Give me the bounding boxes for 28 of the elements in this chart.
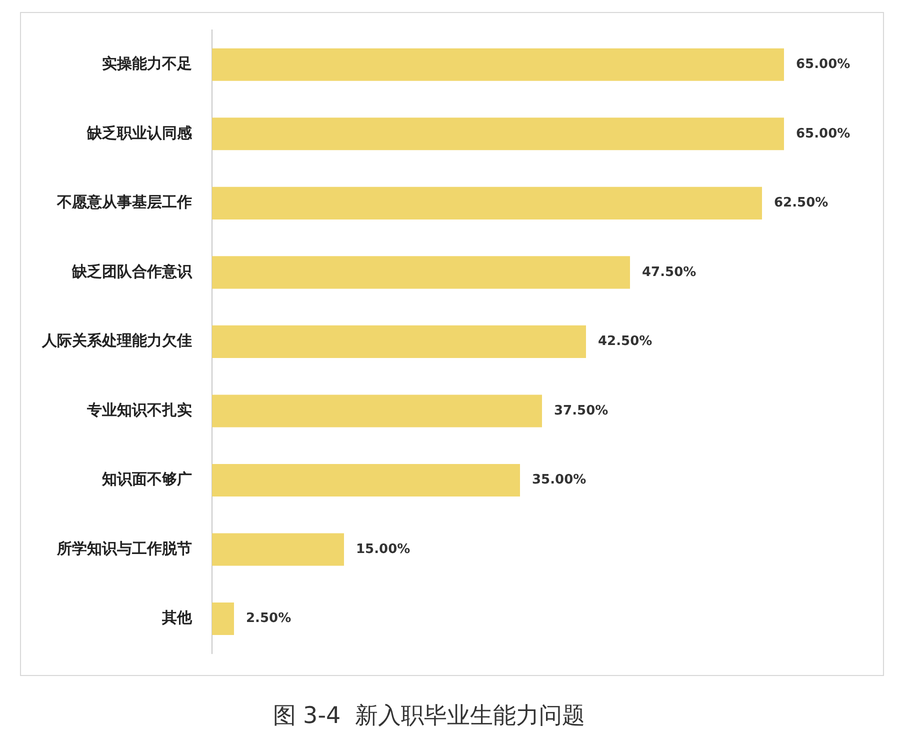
data-label: 35.00% [532,472,586,488]
y-tick-label: 实操能力不足 [102,54,192,73]
data-label: 62.50% [774,196,828,211]
bar [212,186,762,220]
data-label: 37.50% [554,403,608,418]
y-tick-label: 人际关系处理能力欠佳 [41,332,192,350]
bar [212,325,586,358]
y-tick-label: 知识面不够广 [101,470,192,488]
bar [212,533,344,566]
y-tick-label: 缺乏职业认同感 [86,124,193,142]
y-tick-label: 其他 [161,608,193,627]
data-label: 15.00% [356,542,410,557]
data-label: 2.50% [246,611,292,626]
bar [212,464,520,497]
y-tick-label: 所学知识与工作脱节 [56,539,192,558]
data-label: 42.50% [598,334,652,350]
data-label: 65.00% [796,126,850,142]
y-tick-label: 专业知识不扎实 [86,400,192,419]
bar [212,394,542,428]
bar [212,256,630,289]
bar [212,48,784,81]
text: 图 3-4 新入职毕业生能力问题 [272,703,586,730]
y-tick-label: 缺乏团队合作意识 [71,262,193,280]
y-tick-label: 不愿意从事基层工作 [56,193,192,212]
data-label: 47.50% [642,264,696,280]
bar [212,602,234,636]
data-label: 65.00% [796,57,850,72]
bar [212,118,784,150]
